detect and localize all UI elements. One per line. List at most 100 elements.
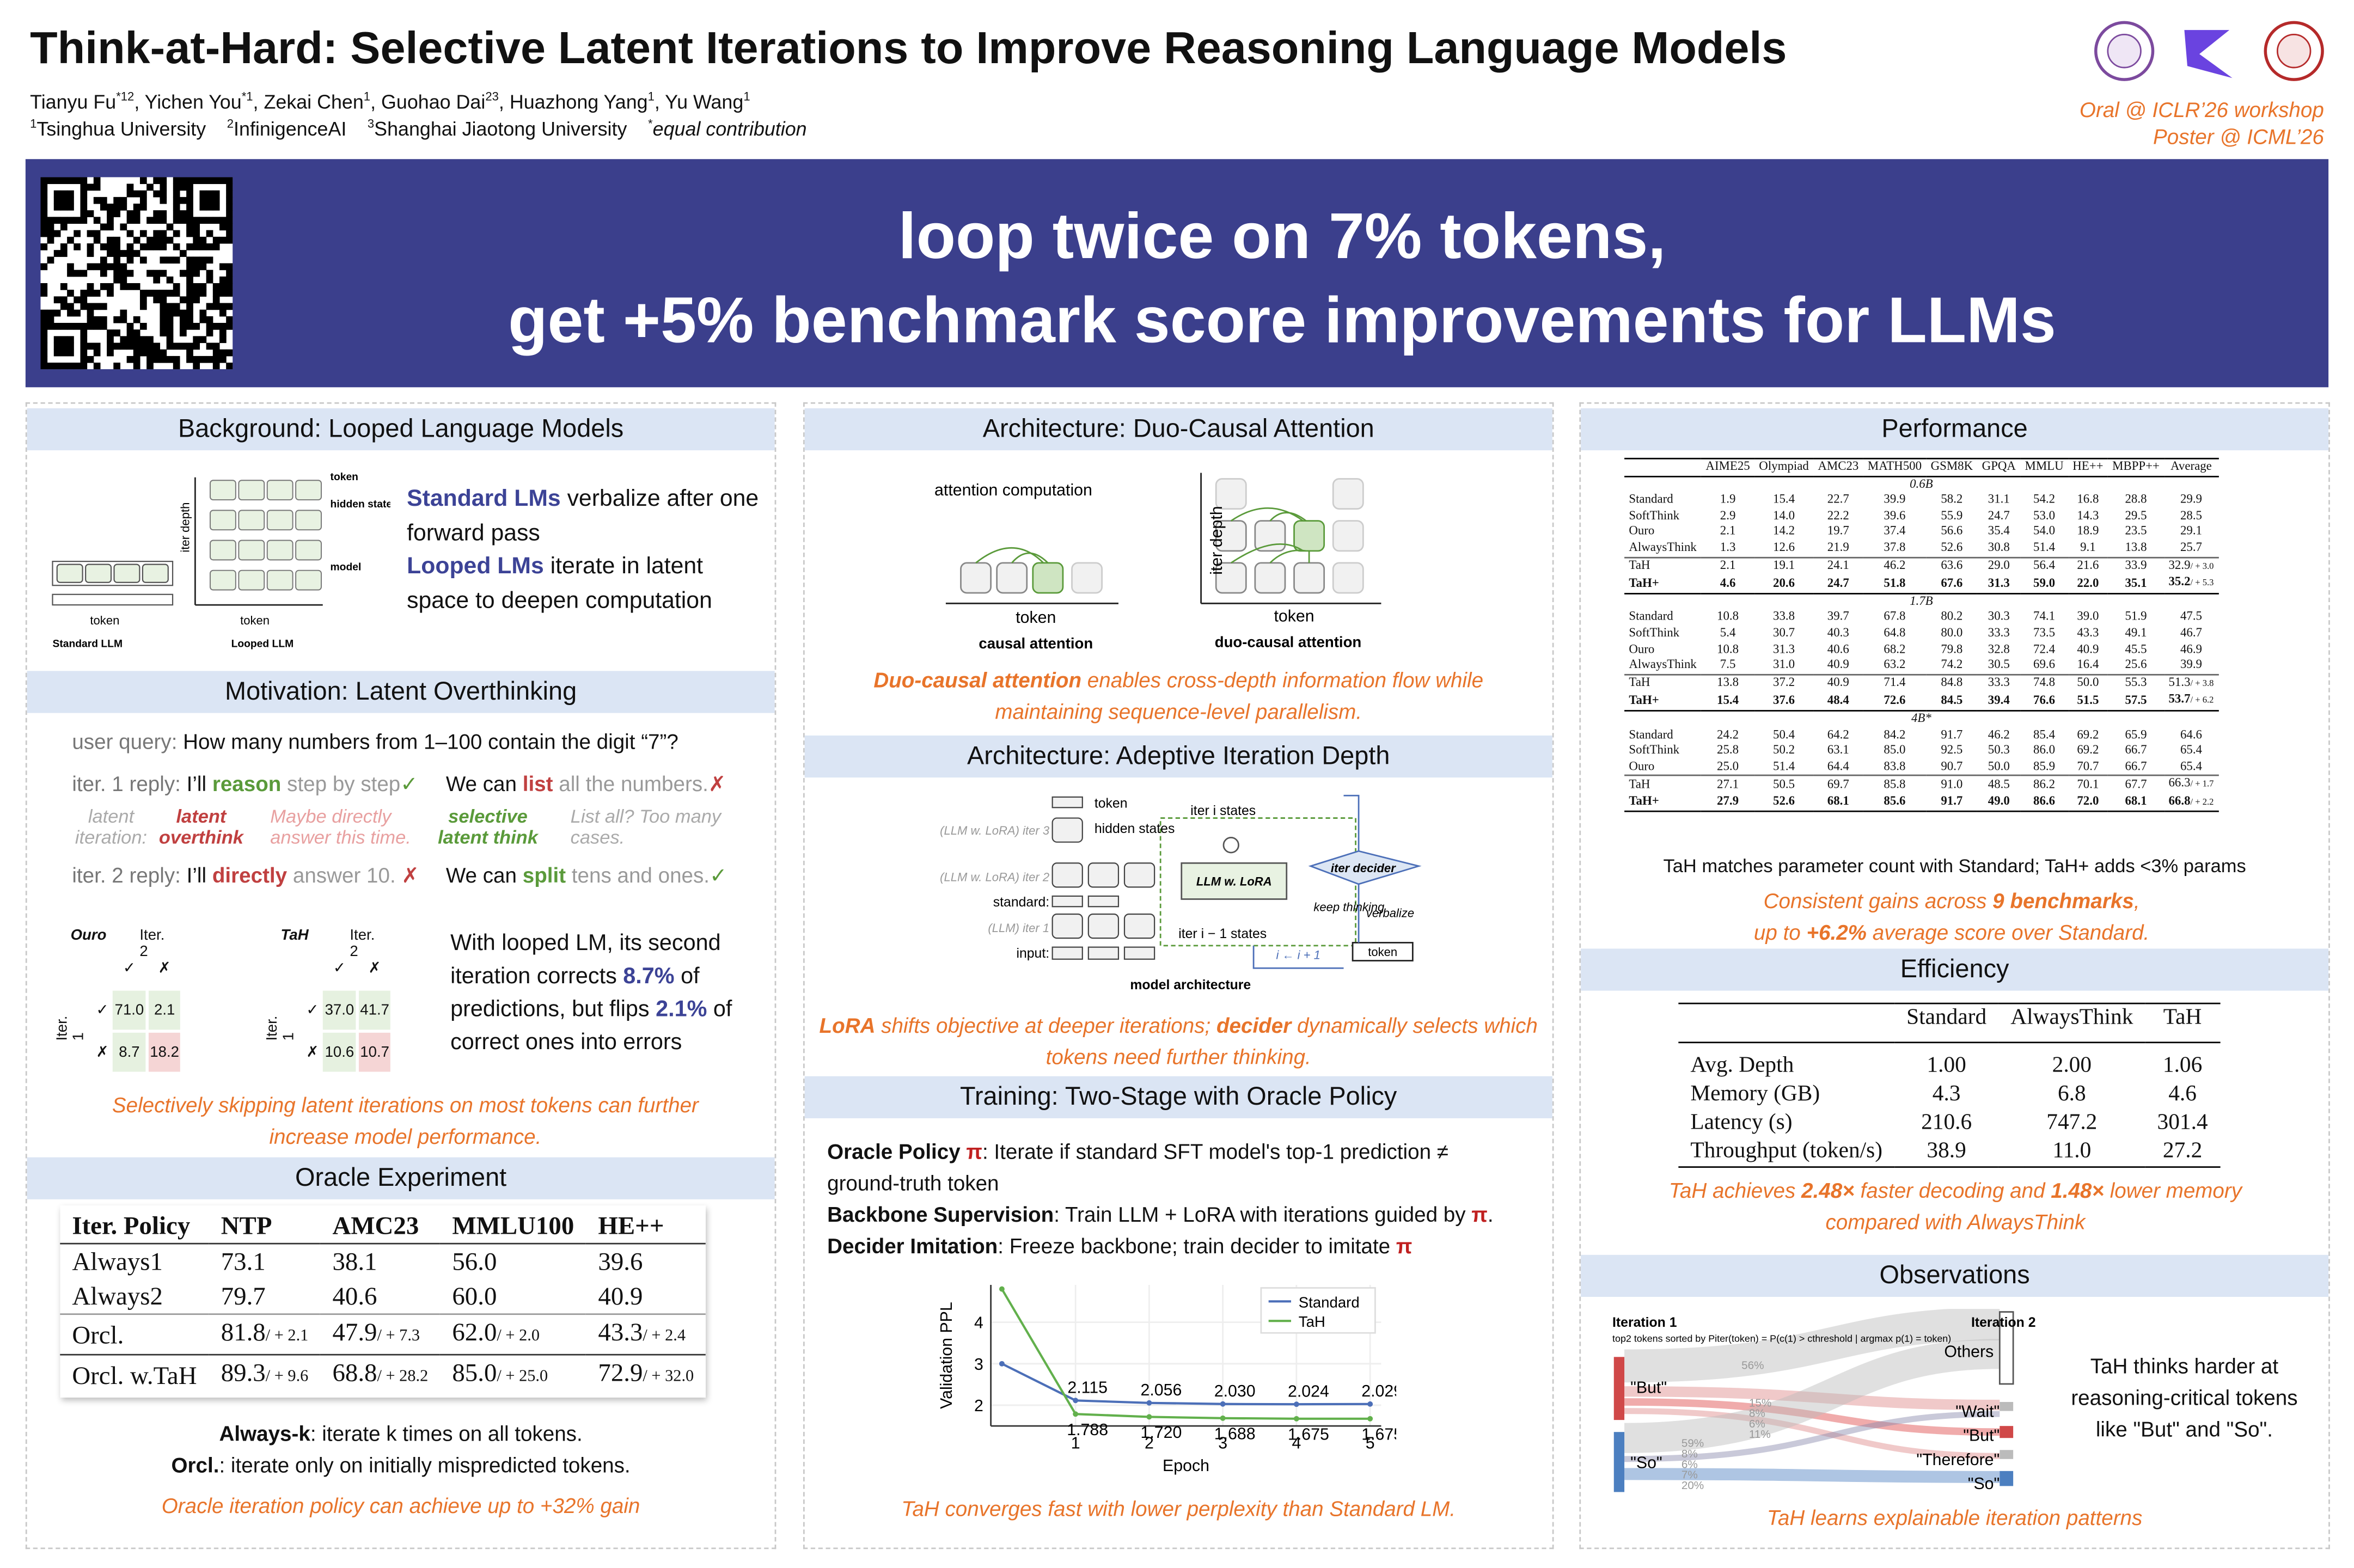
qr-module [67, 363, 74, 370]
text: Orcl. [171, 1453, 219, 1477]
qr-module [166, 323, 174, 330]
qr-module [87, 263, 94, 271]
value: 48.5 [1988, 777, 2010, 791]
qr-module [193, 323, 200, 330]
value: 51.9 [2125, 610, 2147, 624]
row-label: Memory (GB) [1690, 1082, 1820, 1106]
reply: We can list all the numbers.✗ [446, 771, 726, 797]
qr-module [47, 177, 54, 185]
qr-module [80, 349, 88, 357]
value: 70.7 [2077, 759, 2099, 773]
qr-module [153, 342, 161, 350]
value: 40.6 [332, 1282, 377, 1310]
qr-module [67, 190, 74, 198]
qr-module [107, 263, 114, 271]
shape [52, 593, 174, 606]
header-cell: MATH500 [1867, 459, 1922, 473]
cell: 8.7 [113, 1032, 146, 1072]
cell: 69.7 [1813, 776, 1863, 794]
qr-module [60, 250, 68, 257]
qr-module [186, 290, 193, 297]
row: Ouro 25.0 51.4 64.4 83.8 90.7 50.0 85.9 70.7 66.7… [1624, 759, 2218, 776]
qr-module [160, 197, 167, 204]
value: 30.5 [1988, 657, 2010, 671]
qr-module [47, 256, 54, 264]
row-label: SoftThink [1629, 626, 1680, 640]
qr-module [47, 230, 54, 237]
qr-module [107, 342, 114, 350]
qr-module [87, 290, 94, 297]
qr-module [107, 217, 114, 224]
qr-module [100, 270, 107, 277]
value: 27.1 [1717, 777, 1739, 791]
sankey: Iteration 1 top2 tokens sorted by Piter(… [1612, 1309, 2035, 1493]
value: 50.3 [1988, 743, 2010, 757]
qr-module [139, 336, 147, 344]
label: "So" [1630, 1454, 1662, 1472]
section-title: Training: Two-Stage with Oracle Policy [804, 1076, 1552, 1118]
cell: 70.1 [2068, 776, 2108, 794]
value: 66.7 [2125, 743, 2147, 757]
row-label: SoftThink [1629, 509, 1680, 522]
cell: 63.6 [1926, 557, 1977, 575]
qr-module [212, 204, 220, 211]
value: 86.6 [2033, 794, 2056, 808]
cell: 53.7/ + 6.2 [2164, 693, 2218, 710]
row: Standard 1.9 15.4 22.7 39.9 58.2 31.1 54.2 16.8 2… [1624, 493, 2218, 509]
affiliations: 1Tsinghua University 2InfinigenceAI 3Shang… [30, 117, 806, 140]
cell: 33.8 [1754, 610, 1813, 626]
text: iter. 2 reply: [72, 863, 181, 887]
shape [1998, 1311, 2014, 1385]
cell: 65.4 [2164, 743, 2218, 759]
cell: 68.2 [1863, 642, 1927, 658]
delta: / + 2.1 [265, 1327, 309, 1345]
value: 69.7 [1827, 777, 1849, 791]
qr-module [173, 177, 180, 185]
qr-module [93, 363, 101, 370]
cell: 10.7 [358, 1032, 391, 1072]
qr-module [87, 309, 94, 317]
value-label: 1.720 [1141, 1424, 1182, 1442]
label: user query: [72, 729, 178, 754]
qr-module [206, 177, 213, 185]
qr-module [53, 296, 61, 304]
shape [1254, 520, 1286, 552]
cell: 63.1 [1813, 743, 1863, 759]
block [295, 480, 322, 501]
qr-module [87, 183, 94, 191]
label: iter decider [1331, 861, 1396, 875]
shape [113, 564, 140, 583]
qr-module [93, 303, 101, 310]
delta: / + 1.7 [2190, 781, 2214, 790]
label: model architecture [1130, 978, 1251, 993]
text: π [1471, 1202, 1488, 1227]
delta: / + 32.0 [643, 1367, 694, 1386]
qr-module [40, 263, 48, 271]
text: I’ll [186, 771, 212, 796]
shape [1215, 478, 1247, 510]
point [1073, 1411, 1079, 1417]
cell: 67.8 [1863, 610, 1927, 626]
value: 74.8 [2033, 676, 2056, 690]
cell: 18.2 [148, 1032, 181, 1072]
qr-module [166, 336, 174, 344]
qr-module [126, 323, 134, 330]
mark: ✗ [158, 960, 171, 977]
perf-table-wrap: AIME25 Olympiad AMC23 MATH500 GSM8K GPQA MMLU H… [1624, 458, 2218, 813]
qr-module [47, 217, 54, 224]
value: 7.5 [1720, 657, 1736, 671]
value: 25.6 [2125, 657, 2147, 671]
label: token [1016, 609, 1056, 627]
header-row: Standard AlwaysThink TaH [1678, 1003, 2220, 1043]
qr-module [160, 243, 167, 250]
row: ✓ ✗ [95, 948, 181, 988]
cell: 33.3 [1977, 626, 2020, 641]
qr-module [60, 204, 68, 211]
label: iter i states [1190, 804, 1256, 818]
text: : Train LLM + LoRA with iterations guide… [1054, 1202, 1472, 1227]
value: 89.3 [221, 1358, 266, 1387]
cell: 40.9 [2068, 642, 2108, 658]
cell [305, 948, 321, 988]
cell: 1.3 [1701, 540, 1754, 557]
qr-module [113, 276, 121, 284]
